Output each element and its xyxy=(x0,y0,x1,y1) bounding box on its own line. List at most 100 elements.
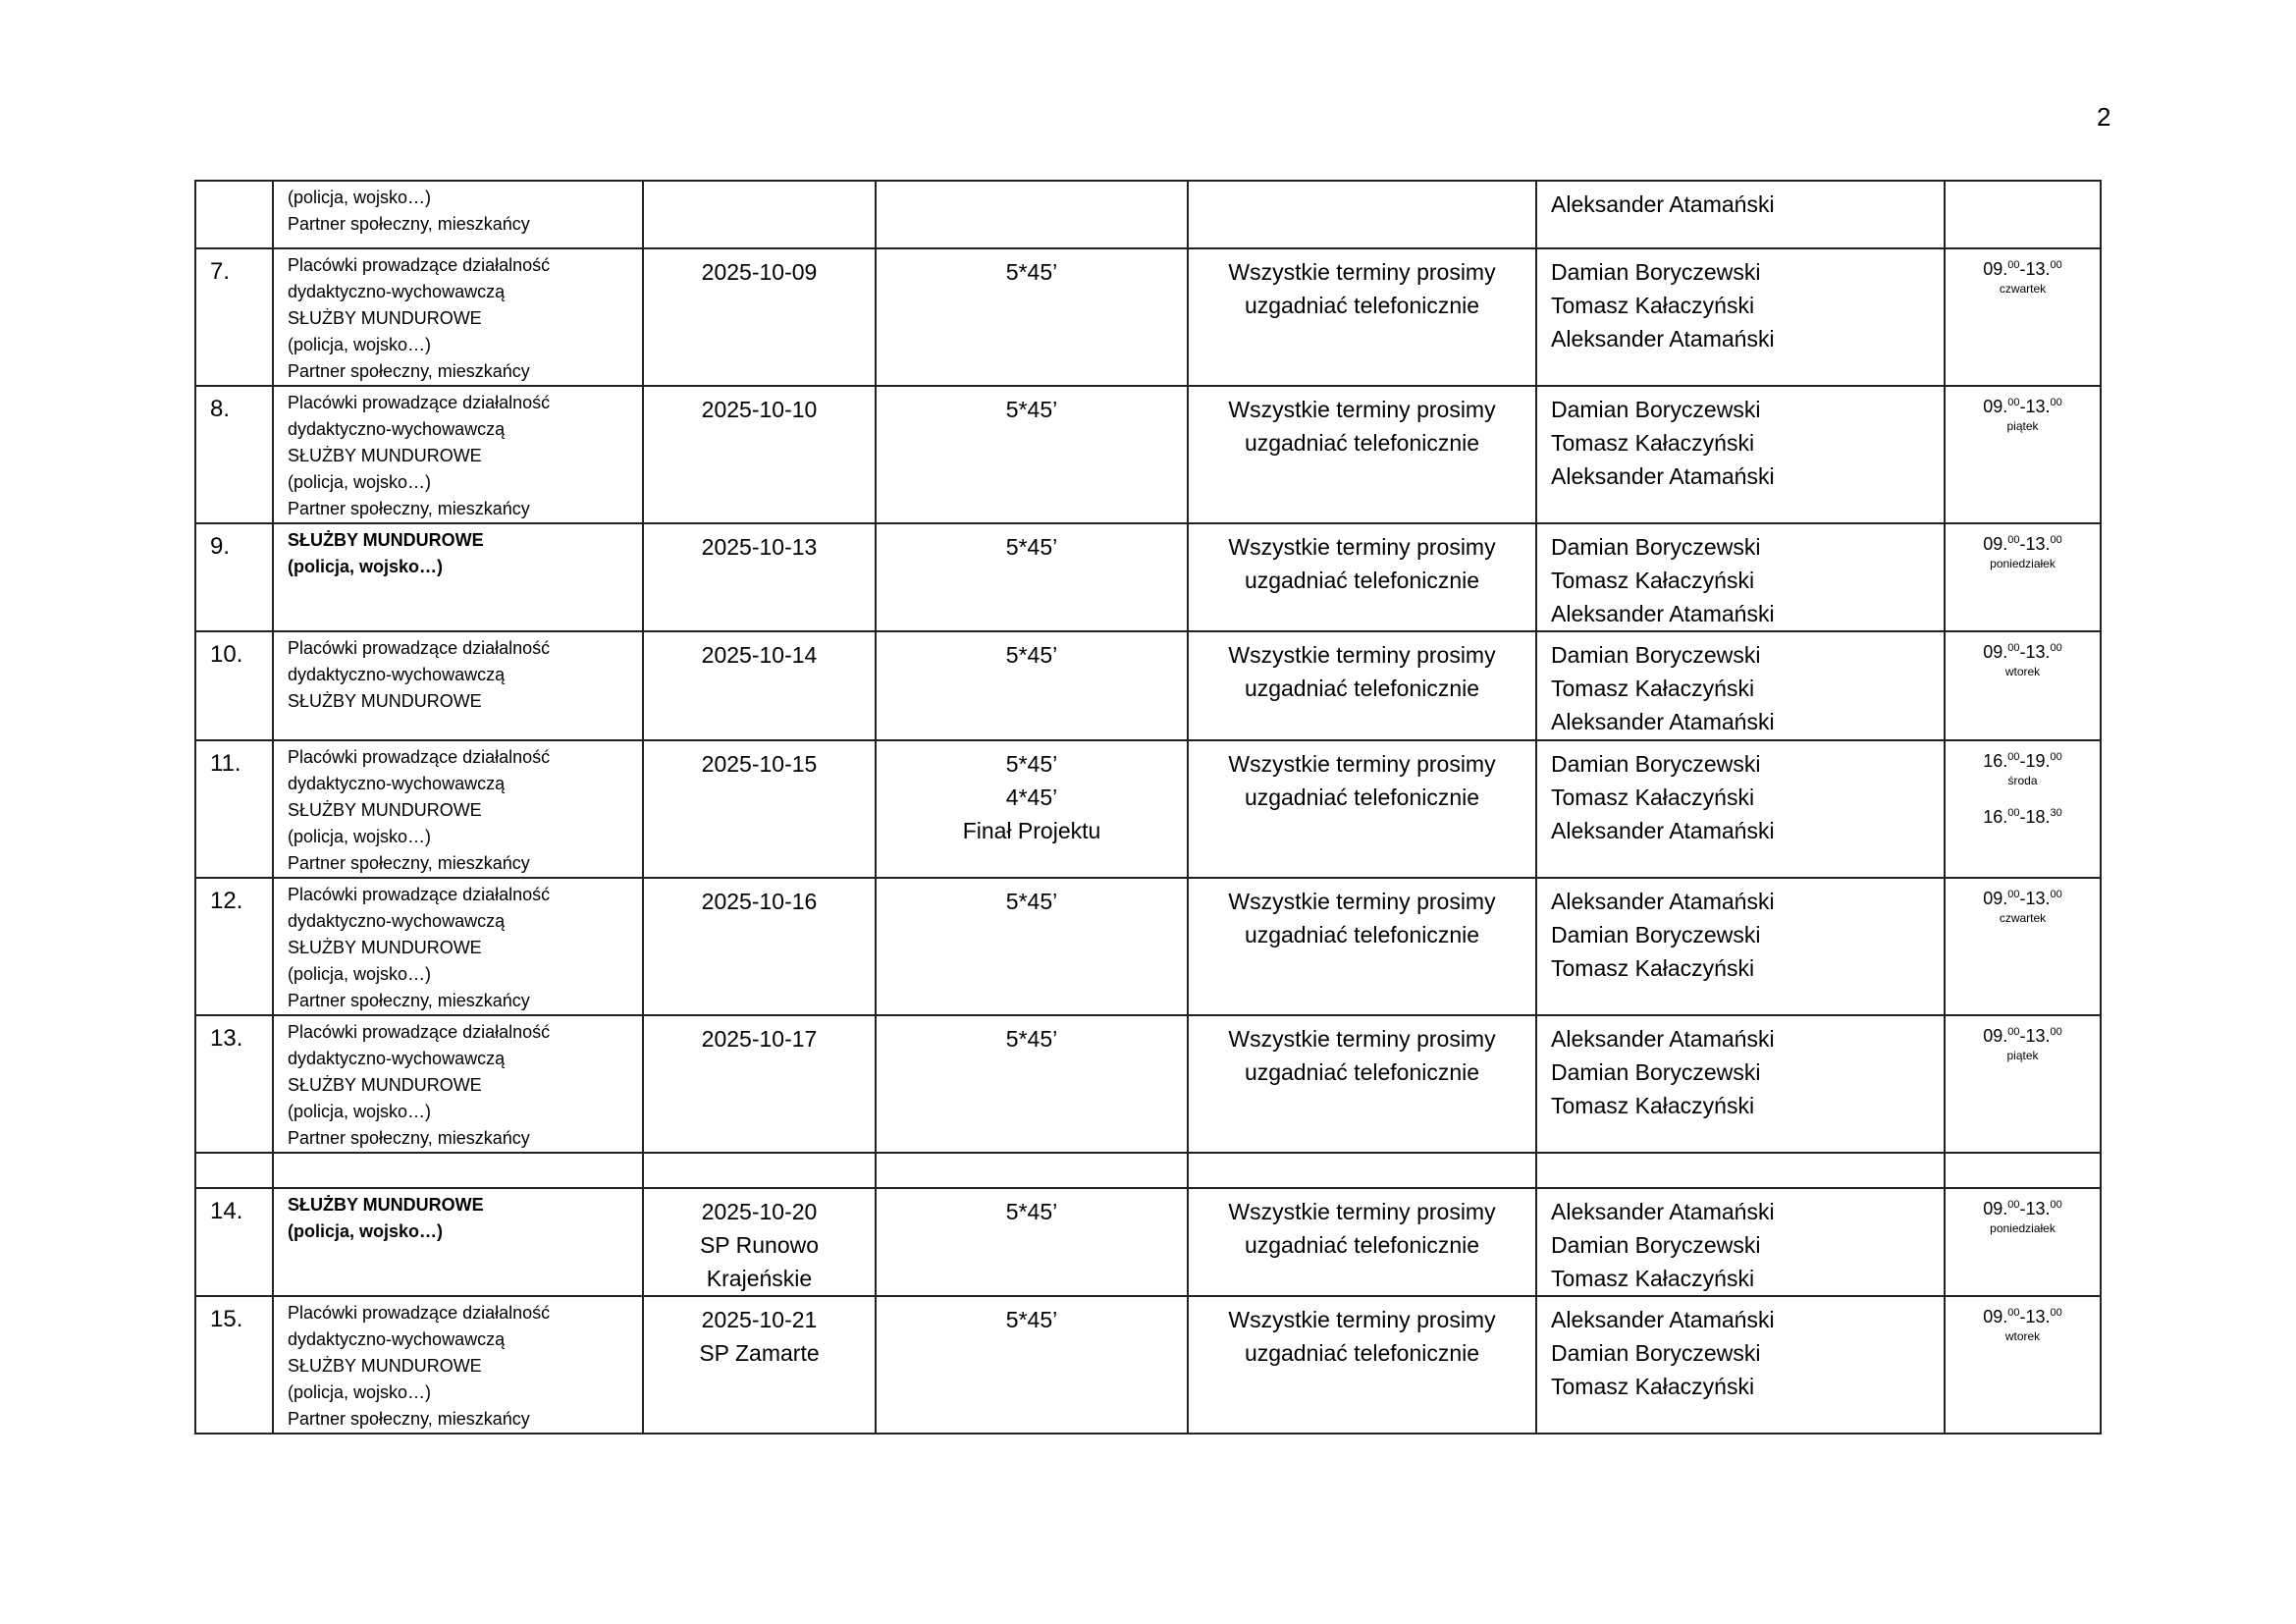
date-line: SP Zamarte xyxy=(699,1340,820,1366)
page-number: 2 xyxy=(2097,102,2111,132)
end-hour: 13. xyxy=(2025,534,2051,554)
weekday-label: środa xyxy=(2007,774,2038,787)
audience-line: (policja, wojsko…) xyxy=(288,1382,432,1402)
weekday-label: piątek xyxy=(2006,1049,2039,1062)
person-line: Aleksander Atamański xyxy=(1551,463,1775,489)
audience-cell: Placówki prowadzące działalność dydaktycz… xyxy=(272,877,644,1016)
audience-line: (policja, wojsko…) xyxy=(288,1221,444,1241)
audience-line: Partner społeczny, mieszkańcy xyxy=(288,214,530,234)
hours-line: 5*45’ xyxy=(1005,751,1058,777)
time-range: 09.00-13.00 xyxy=(1983,642,2062,662)
table-row: 9. SŁUŻBY MUNDUROWE (policja, wojsko…) 2025… xyxy=(194,522,2102,632)
start-minute: 00 xyxy=(2007,1199,2020,1211)
info-line: uzgadniać telefonicznie xyxy=(1244,568,1480,593)
audience-line: Placówki prowadzące działalność xyxy=(288,638,551,658)
person-line: Damian Boryczewski xyxy=(1551,1059,1761,1085)
info-cell: Wszystkie terminy prosimy uzgadniać telef… xyxy=(1187,1014,1537,1154)
table-row: 10. Placówki prowadzące działalność dydakt… xyxy=(194,630,2102,741)
audience-line: SŁUŻBY MUNDUROWE xyxy=(288,691,482,711)
info-line: uzgadniać telefonicznie xyxy=(1244,1059,1480,1085)
date-line: 2025-10-14 xyxy=(701,642,818,668)
row-number-cell: 14. xyxy=(194,1187,274,1297)
end-hour: 13. xyxy=(2025,259,2051,279)
date-line: 2025-10-15 xyxy=(701,751,818,777)
date-line: 2025-10-16 xyxy=(701,889,818,914)
start-minute: 00 xyxy=(2007,807,2020,819)
audience-line: dydaktyczno-wychowawczą xyxy=(288,282,506,301)
info-cell: Wszystkie terminy prosimy uzgadniać telef… xyxy=(1187,522,1537,632)
audience-line: dydaktyczno-wychowawczą xyxy=(288,911,506,931)
table-row: 7. Placówki prowadzące działalność dydakty… xyxy=(194,247,2102,387)
audience-line: (policja, wojsko…) xyxy=(288,335,432,354)
date-cell: 2025-10-20 SP Runowo Krajeńskie xyxy=(642,1187,877,1297)
audience-line: dydaktyczno-wychowawczą xyxy=(288,1049,506,1068)
end-hour: 13. xyxy=(2025,397,2051,416)
end-hour: 13. xyxy=(2025,1026,2051,1046)
time-cell xyxy=(1944,180,2102,249)
date-cell xyxy=(642,1152,877,1189)
info-cell xyxy=(1187,180,1537,249)
start-minute: 00 xyxy=(2007,1307,2020,1319)
person-line: Aleksander Atamański xyxy=(1551,326,1775,352)
audience-cell: Placówki prowadzące działalność dydaktycz… xyxy=(272,385,644,524)
audience-line: Partner społeczny, mieszkańcy xyxy=(288,991,530,1010)
info-cell: Wszystkie terminy prosimy uzgadniać telef… xyxy=(1187,630,1537,741)
time-slot: 16.00-19.00 środa xyxy=(1947,742,2099,789)
audience-line: Placówki prowadzące działalność xyxy=(288,255,551,275)
person-line: Damian Boryczewski xyxy=(1551,259,1761,285)
people-cell: Damian Boryczewski Tomasz Kałaczyński Alek… xyxy=(1535,522,1946,632)
info-line: uzgadniać telefonicznie xyxy=(1244,922,1480,947)
table-row xyxy=(194,1152,2102,1189)
time-cell: 09.00-13.00 wtorek xyxy=(1944,1295,2102,1435)
start-hour: 09. xyxy=(1983,642,2008,662)
table-row: (policja, wojsko…) Partner społeczny, mie… xyxy=(194,180,2102,249)
info-cell: Wszystkie terminy prosimy uzgadniać telef… xyxy=(1187,1295,1537,1435)
hours-cell xyxy=(875,1152,1189,1189)
info-line: uzgadniać telefonicznie xyxy=(1244,1232,1480,1258)
person-line: Damian Boryczewski xyxy=(1551,922,1761,947)
end-hour: 13. xyxy=(2025,642,2051,662)
end-minute: 00 xyxy=(2050,259,2062,271)
end-hour: 13. xyxy=(2025,889,2051,908)
weekday-label: poniedziałek xyxy=(1990,1221,2056,1235)
start-minute: 00 xyxy=(2007,259,2020,271)
hours-cell: 5*45’ xyxy=(875,1295,1189,1435)
audience-cell: (policja, wojsko…) Partner społeczny, mie… xyxy=(272,180,644,249)
hours-cell: 5*45’ xyxy=(875,1014,1189,1154)
info-line: Wszystkie terminy prosimy xyxy=(1228,889,1496,914)
start-minute: 00 xyxy=(2007,889,2020,900)
people-cell: Damian Boryczewski Tomasz Kałaczyński Alek… xyxy=(1535,385,1946,524)
date-cell: 2025-10-09 xyxy=(642,247,877,387)
audience-line: dydaktyczno-wychowawczą xyxy=(288,419,506,439)
date-line: SP Runowo xyxy=(699,1232,820,1258)
end-minute: 00 xyxy=(2050,397,2062,408)
end-hour: 18. xyxy=(2025,807,2051,827)
end-minute: 00 xyxy=(2050,534,2062,546)
person-line: Aleksander Atamański xyxy=(1551,709,1775,734)
time-cell: 09.00-13.00 piątek xyxy=(1944,1014,2102,1154)
people-cell: Aleksander Atamański xyxy=(1535,180,1946,249)
info-line: Wszystkie terminy prosimy xyxy=(1228,534,1496,560)
info-cell: Wszystkie terminy prosimy uzgadniać telef… xyxy=(1187,739,1537,879)
end-hour: 19. xyxy=(2025,751,2051,771)
info-cell: Wszystkie terminy prosimy uzgadniać telef… xyxy=(1187,385,1537,524)
hours-line: 5*45’ xyxy=(1005,1026,1058,1052)
person-line: Tomasz Kałaczyński xyxy=(1551,430,1755,456)
row-number-cell: 10. xyxy=(194,630,274,741)
person-line: Damian Boryczewski xyxy=(1551,534,1761,560)
info-line: uzgadniać telefonicznie xyxy=(1244,430,1480,456)
audience-line: SŁUŻBY MUNDUROWE xyxy=(288,800,482,820)
time-range: 16.00-18.30 xyxy=(1983,807,2062,827)
schedule-table: (policja, wojsko…) Partner społeczny, mie… xyxy=(194,180,2102,1435)
row-number-cell: 11. xyxy=(194,739,274,879)
row-number-cell: 15. xyxy=(194,1295,274,1435)
audience-line: Partner społeczny, mieszkańcy xyxy=(288,1409,530,1429)
audience-line: Partner społeczny, mieszkańcy xyxy=(288,1128,530,1148)
date-cell: 2025-10-14 xyxy=(642,630,877,741)
end-minute: 00 xyxy=(2050,1026,2062,1038)
audience-line: (policja, wojsko…) xyxy=(288,1102,432,1121)
hours-cell: 5*45’ xyxy=(875,522,1189,632)
audience-line: SŁUŻBY MUNDUROWE xyxy=(288,446,482,465)
start-minute: 00 xyxy=(2007,751,2020,763)
audience-line: SŁUŻBY MUNDUROWE xyxy=(288,1195,484,1215)
